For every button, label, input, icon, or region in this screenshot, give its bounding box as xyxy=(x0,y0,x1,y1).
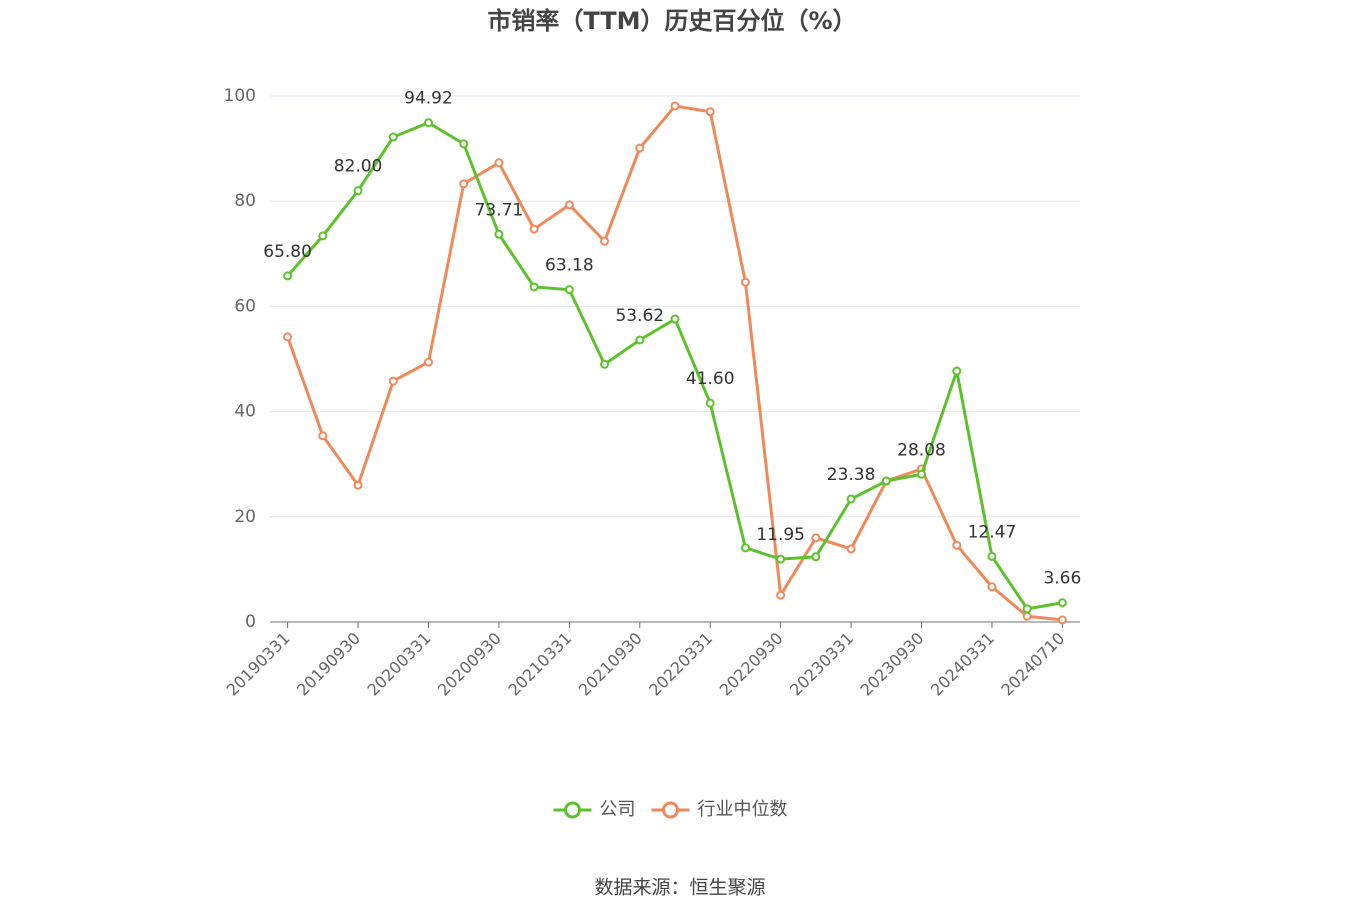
point xyxy=(494,229,504,239)
source: 数据来源：恒生聚源 xyxy=(594,877,765,899)
x-tick-label: 20220930 xyxy=(716,629,787,700)
point xyxy=(811,552,821,562)
point xyxy=(952,366,962,376)
point xyxy=(529,282,539,292)
point xyxy=(600,236,610,246)
point xyxy=(740,277,750,287)
x-tick-label: 20240710 xyxy=(997,629,1068,700)
point xyxy=(705,107,715,117)
point xyxy=(564,285,574,295)
point xyxy=(846,544,856,554)
point xyxy=(881,476,891,486)
point xyxy=(776,554,786,564)
data-label: 73.71 xyxy=(475,200,524,220)
data-label: 12.47 xyxy=(968,522,1017,542)
x-tick-label: 20190331 xyxy=(223,629,294,700)
x-tick-label: 20210331 xyxy=(504,629,575,700)
x-tick-label: 20230930 xyxy=(857,629,928,700)
point xyxy=(600,359,610,369)
series-line xyxy=(286,104,1063,622)
point xyxy=(459,139,469,149)
x-tick-label: 20240331 xyxy=(927,629,998,700)
point xyxy=(388,132,398,142)
point xyxy=(952,540,962,550)
point xyxy=(494,158,504,168)
point xyxy=(1022,611,1032,621)
point xyxy=(670,314,680,324)
point xyxy=(318,231,328,241)
series-line xyxy=(286,121,1063,611)
point xyxy=(635,335,645,345)
point xyxy=(670,101,680,111)
data-label: 23.38 xyxy=(827,465,876,485)
point xyxy=(423,118,433,128)
x-tick-label: 20200930 xyxy=(434,629,505,700)
point xyxy=(283,332,293,342)
x-tick-label: 20200331 xyxy=(363,629,434,700)
data-label: 82.00 xyxy=(334,157,383,177)
legend-marker xyxy=(662,801,679,819)
x-tick-label: 20230331 xyxy=(786,629,857,700)
x-tick-label: 20220331 xyxy=(645,629,716,700)
data-label: 63.18 xyxy=(545,256,594,276)
data-label: 3.66 xyxy=(1043,569,1081,589)
point xyxy=(318,431,328,441)
legend-label: 行业中位数 xyxy=(698,799,788,820)
y-tick-label: 80 xyxy=(234,191,256,211)
y-tick-label: 60 xyxy=(234,296,256,316)
x-tick-label: 20190930 xyxy=(293,629,364,700)
data-label: 65.80 xyxy=(263,242,312,262)
point xyxy=(1057,615,1067,625)
point xyxy=(635,143,645,153)
point xyxy=(388,376,398,386)
point xyxy=(705,398,715,408)
point xyxy=(811,533,821,543)
point xyxy=(987,582,997,592)
data-label: 28.08 xyxy=(897,440,946,460)
y-tick-label: 40 xyxy=(234,402,256,422)
point xyxy=(283,271,293,281)
point xyxy=(353,480,363,490)
point xyxy=(353,186,363,196)
point xyxy=(459,179,469,189)
x-tick-label: 20210930 xyxy=(575,629,646,700)
point xyxy=(423,357,433,367)
point xyxy=(917,469,927,479)
legend-marker xyxy=(564,801,581,819)
point xyxy=(740,543,750,553)
point xyxy=(1057,598,1067,608)
point xyxy=(846,494,856,504)
point xyxy=(1022,604,1032,614)
y-tick-label: 20 xyxy=(234,507,256,527)
point xyxy=(564,200,574,210)
chart-title: 市销率（TTM）历史百分位（%） xyxy=(487,7,856,35)
data-label: 94.92 xyxy=(404,89,453,109)
point xyxy=(776,590,786,600)
y-tick-label: 100 xyxy=(224,86,256,106)
data-label: 53.62 xyxy=(615,306,664,326)
y-tick-label: 0 xyxy=(245,612,256,632)
point xyxy=(987,551,997,561)
data-label: 41.60 xyxy=(686,369,735,389)
legend-label: 公司 xyxy=(600,799,636,820)
point xyxy=(529,224,539,234)
data-label: 11.95 xyxy=(756,525,805,545)
